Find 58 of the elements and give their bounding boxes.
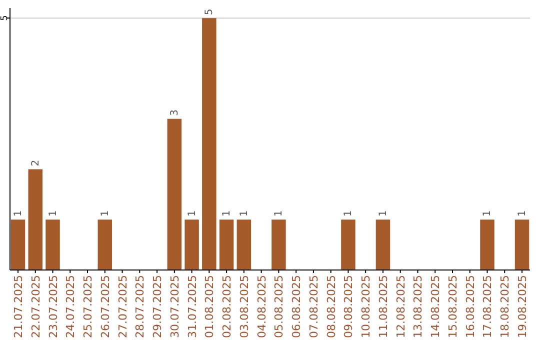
x-tick-label: 06.08.2025: [290, 275, 304, 338]
x-tick-label: 14.08.2025: [429, 275, 442, 338]
x-tick-label: 21.07.2025: [12, 275, 25, 338]
data-label: 3: [169, 109, 180, 116]
data-label: 5: [204, 8, 216, 16]
data-label: 1: [343, 210, 354, 217]
bar: [28, 169, 42, 270]
x-tick-label: 02.08.2025: [220, 275, 234, 338]
bar: [167, 118, 182, 270]
bar: [219, 220, 234, 270]
data-label: 1: [517, 210, 528, 217]
x-tick-label: 30.07.2025: [168, 275, 182, 338]
x-tick-label: 27.07.2025: [116, 275, 130, 338]
x-tick-label: 19.08.2025: [516, 275, 530, 338]
x-tick-label: 15.08.2025: [446, 275, 460, 338]
x-tick-label: 17.08.2025: [481, 275, 494, 338]
x-tick-label: 07.08.2025: [307, 275, 320, 338]
x-tick-label: 13.08.2025: [412, 275, 425, 338]
x-tick-label: 16.08.2025: [464, 275, 477, 338]
data-label: 1: [12, 210, 24, 217]
bar: [202, 18, 216, 270]
data-label: 1: [48, 210, 59, 217]
bar: [514, 220, 530, 270]
x-tick-label: 24.07.2025: [64, 275, 78, 338]
x-tick-label: 05.08.2025: [272, 275, 286, 338]
bar: [10, 220, 26, 270]
data-label: 1: [186, 210, 198, 217]
x-tick-label: 10.08.2025: [360, 275, 373, 338]
x-tick-label: 29.07.2025: [151, 275, 164, 338]
data-label: 1: [274, 210, 285, 217]
data-label: 1: [482, 210, 494, 217]
x-tick-label: 25.07.2025: [82, 275, 95, 338]
x-tick-label: 12.08.2025: [394, 275, 408, 338]
x-tick-label: 09.08.2025: [342, 275, 356, 338]
bar: [184, 220, 199, 270]
x-tick-label: 04.08.2025: [255, 275, 268, 338]
x-tick-label: 22.07.2025: [29, 275, 42, 338]
x-tick-label: 03.08.2025: [238, 275, 251, 338]
bar: [480, 220, 494, 270]
data-label: 1: [222, 210, 233, 217]
bar: [236, 220, 252, 270]
data-label: 1: [100, 210, 111, 217]
x-tick-label: 01.08.2025: [203, 275, 216, 338]
data-label: 1: [238, 210, 250, 217]
bar: [272, 220, 286, 270]
x-tick-label: 08.08.2025: [324, 275, 338, 338]
x-tick-label: 31.07.2025: [186, 275, 199, 338]
x-tick-label: 18.08.2025: [498, 275, 512, 338]
bar: [46, 220, 60, 270]
data-label: 2: [30, 160, 42, 166]
data-label: 1: [378, 210, 389, 217]
bar: [376, 220, 390, 270]
x-tick-label: 23.07.2025: [46, 275, 60, 338]
bar: [341, 220, 356, 270]
x-tick-label: 11.08.2025: [376, 275, 390, 338]
x-tick-label: 28.07.2025: [134, 275, 147, 338]
x-tick-label: 26.07.2025: [98, 275, 112, 338]
bar: [98, 220, 112, 270]
